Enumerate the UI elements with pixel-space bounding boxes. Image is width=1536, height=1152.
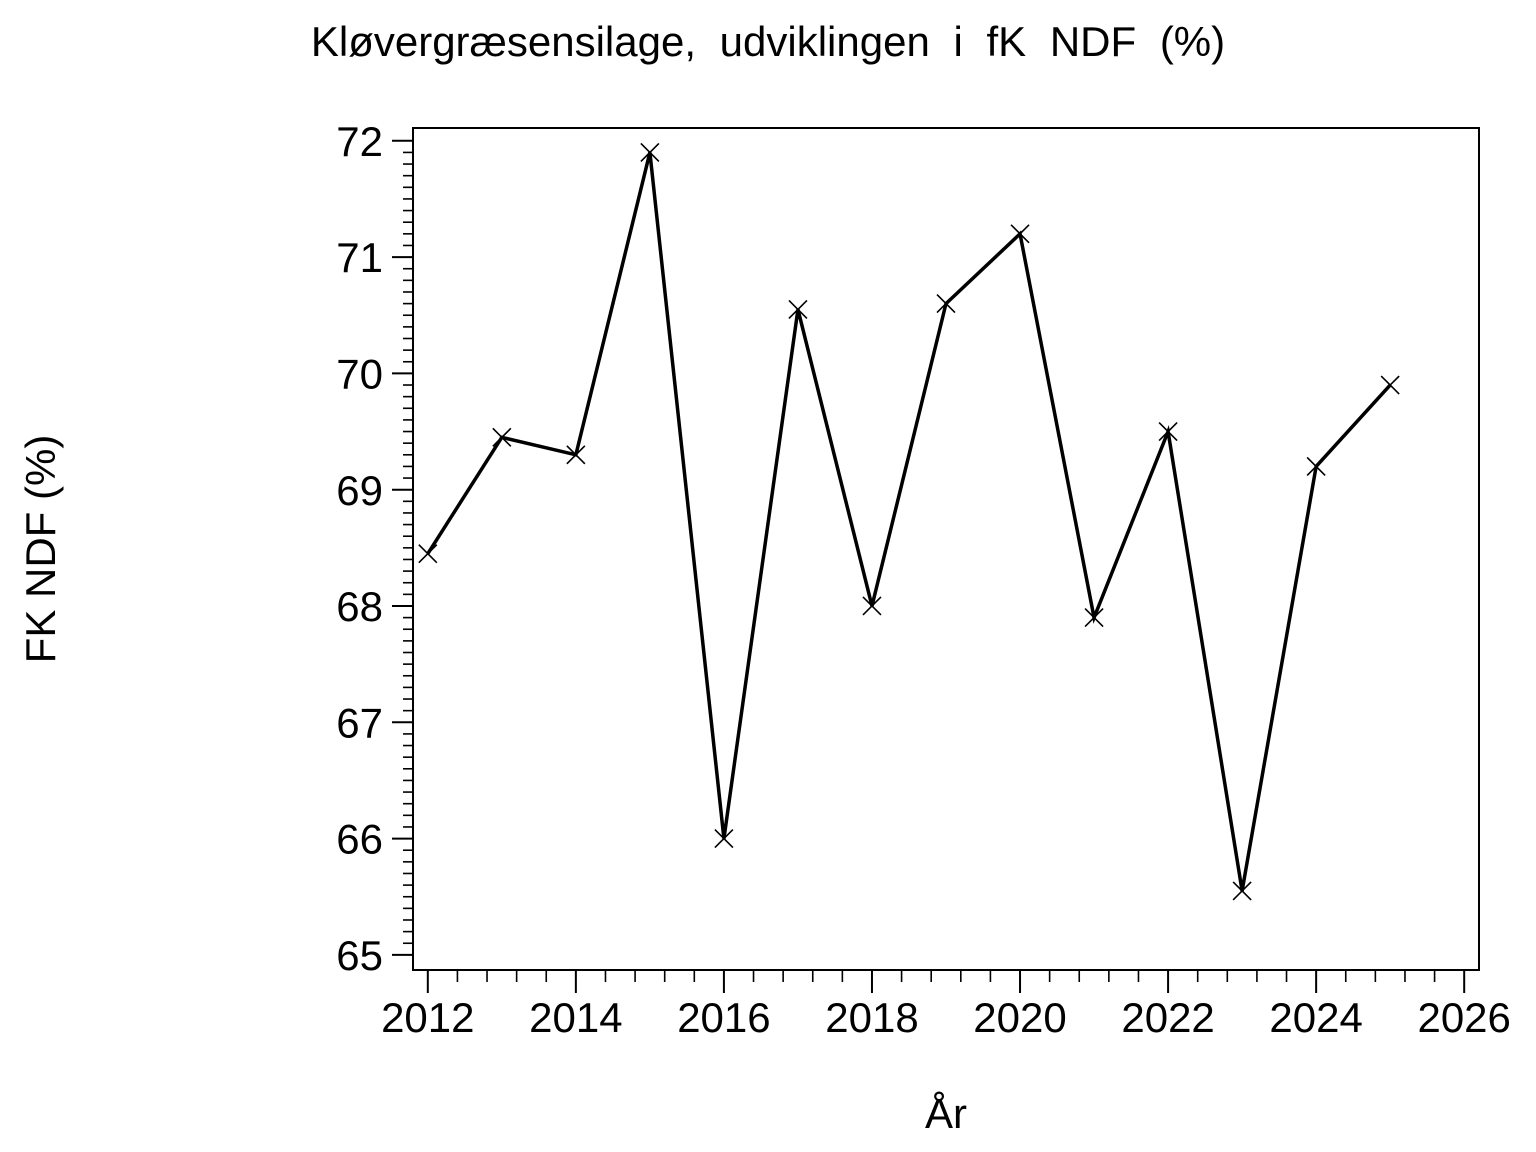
x-tick-label: 2024 [1269, 994, 1362, 1041]
marker-stroke [714, 829, 734, 849]
x-tick-label: 2016 [677, 994, 770, 1041]
data-point-marker [492, 427, 512, 447]
x-tick-label: 2018 [825, 994, 918, 1041]
data-point-marker [862, 596, 882, 616]
data-line [426, 152, 1392, 892]
data-point-marker [788, 299, 808, 319]
y-tick-label: 70 [336, 351, 383, 398]
data-point-marker [1380, 375, 1400, 395]
chart-title: Kløvergræsensilage, udviklingen i fK NDF… [311, 18, 1225, 65]
marker-stroke [1232, 881, 1252, 901]
y-tick-label: 71 [336, 234, 383, 281]
x-tick-label: 2014 [529, 994, 622, 1041]
x-tick-label: 2012 [381, 994, 474, 1041]
y-tick-label: 68 [336, 583, 383, 630]
marker-stroke [1010, 224, 1030, 244]
marker-stroke [1084, 608, 1104, 628]
data-point-marker [1158, 421, 1178, 442]
data-point-marker [1232, 881, 1252, 901]
marker-stroke [640, 142, 660, 162]
y-tick-label: 69 [336, 467, 383, 514]
plot-area: 65 66 67 68 69 70 71 72 2012 2014 2016 2018 2020 2022… [336, 118, 1511, 1041]
plot-frame [412, 127, 1480, 971]
marker-stroke [418, 544, 438, 564]
data-point-marker [566, 445, 586, 465]
y-tick-label: 66 [336, 816, 383, 863]
data-point-marker [714, 829, 734, 849]
data-point-marker [1010, 224, 1030, 244]
y-tick-label: 67 [336, 699, 383, 746]
marker-stroke [936, 294, 956, 314]
data-point-marker [1084, 608, 1104, 628]
marker-stroke [862, 596, 882, 616]
x-axis-label: År [925, 1090, 967, 1137]
x-tick-label: 2020 [973, 994, 1066, 1041]
data-point-marker [1306, 456, 1326, 476]
data-point-marker [640, 142, 660, 162]
marker-stroke [788, 299, 808, 319]
data-point-marker [936, 294, 956, 314]
x-tick-label: 2022 [1121, 994, 1214, 1041]
marker-stroke [1380, 375, 1400, 395]
y-tick-label: 65 [336, 932, 383, 979]
marker-stroke [1158, 421, 1178, 442]
y-axis-label: FK NDF (%) [17, 435, 64, 664]
marker-stroke [1306, 456, 1326, 476]
x-tick-label: 2026 [1417, 994, 1510, 1041]
marker-stroke [566, 445, 586, 465]
marker-stroke [492, 427, 512, 447]
data-point-marker [418, 544, 438, 564]
y-tick-label: 72 [336, 118, 383, 165]
